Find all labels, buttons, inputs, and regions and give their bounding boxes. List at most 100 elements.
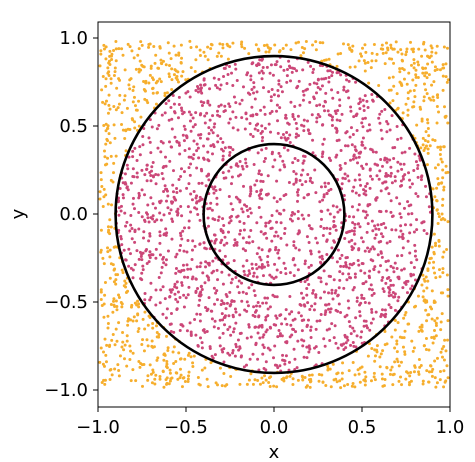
inside-point: [344, 90, 348, 94]
outside-point: [107, 103, 111, 107]
inside-point: [247, 241, 251, 245]
inside-point: [379, 128, 383, 132]
inside-point: [413, 254, 417, 258]
outside-point: [104, 142, 108, 146]
outside-point: [378, 355, 382, 359]
outside-point: [179, 43, 183, 47]
outside-point: [118, 78, 122, 82]
outside-point: [98, 197, 102, 201]
outside-point: [110, 338, 114, 342]
outside-point: [446, 294, 450, 298]
inside-point: [223, 146, 227, 150]
inside-point: [320, 77, 324, 81]
outside-point: [414, 304, 418, 308]
outside-point: [346, 382, 350, 386]
inside-point: [295, 190, 299, 194]
outside-point: [272, 384, 276, 388]
inside-point: [412, 230, 416, 234]
inside-point: [352, 232, 356, 236]
inside-point: [196, 84, 200, 88]
inside-point: [296, 217, 300, 221]
outside-point: [441, 203, 445, 207]
outside-point: [442, 145, 446, 149]
inside-point: [307, 213, 311, 217]
inside-point: [302, 124, 306, 128]
outside-point: [191, 361, 195, 365]
outside-point: [155, 358, 159, 362]
inside-point: [281, 132, 285, 136]
outside-point: [126, 127, 130, 131]
inside-point: [408, 178, 412, 182]
outside-point: [431, 138, 435, 142]
outside-point: [125, 364, 129, 368]
inside-point: [347, 306, 351, 310]
outside-point: [363, 69, 367, 73]
outside-point: [112, 74, 116, 78]
inside-point: [145, 163, 149, 167]
outside-point: [140, 43, 144, 47]
inside-point: [307, 241, 311, 245]
inside-point: [409, 287, 413, 291]
inside-point: [120, 243, 124, 247]
inside-point: [193, 317, 197, 321]
inside-point: [263, 296, 267, 300]
outside-point: [436, 145, 440, 149]
inside-point: [178, 231, 182, 235]
outside-point: [109, 154, 113, 158]
inside-point: [386, 173, 390, 177]
inside-point: [338, 104, 342, 108]
outside-point: [209, 47, 213, 51]
inside-point: [131, 276, 135, 280]
inside-point: [168, 288, 172, 292]
outside-point: [390, 335, 394, 339]
inside-point: [380, 255, 384, 259]
inside-point: [124, 182, 128, 186]
inside-point: [333, 291, 337, 295]
outside-point: [390, 57, 394, 61]
inside-point: [392, 156, 396, 160]
inside-point: [207, 126, 211, 130]
outside-point: [393, 346, 397, 350]
outside-point: [145, 338, 149, 342]
outside-point: [112, 104, 116, 108]
outside-point: [103, 163, 107, 167]
inside-point: [194, 111, 198, 115]
outside-point: [121, 53, 125, 57]
inside-point: [277, 248, 281, 252]
inside-point: [352, 261, 356, 265]
outside-point: [342, 42, 345, 46]
inside-point: [187, 147, 191, 151]
outside-point: [161, 59, 165, 63]
inside-point: [358, 314, 362, 318]
inside-point: [117, 206, 121, 210]
outside-point: [222, 371, 226, 375]
outside-point: [172, 362, 176, 366]
outside-point: [123, 357, 126, 361]
inside-point: [193, 206, 197, 210]
inside-point: [196, 344, 200, 348]
inside-point: [254, 123, 258, 127]
inside-point: [132, 175, 136, 179]
inside-point: [347, 240, 351, 244]
inside-point: [242, 365, 246, 369]
outside-point: [441, 267, 445, 271]
inside-point: [174, 271, 178, 275]
outside-point: [111, 310, 115, 314]
outside-point: [390, 365, 394, 369]
inside-point: [226, 261, 230, 265]
inside-point: [333, 240, 337, 244]
inside-point: [141, 251, 145, 255]
inside-point: [343, 333, 347, 337]
outside-point: [137, 124, 141, 128]
inside-point: [204, 247, 208, 251]
outside-point: [114, 299, 118, 303]
inside-point: [222, 302, 226, 306]
inside-point: [308, 82, 312, 86]
outside-point: [439, 148, 443, 152]
outside-point: [110, 373, 114, 377]
outside-point: [146, 101, 150, 105]
inside-point: [173, 110, 177, 114]
inside-point: [275, 200, 279, 204]
inside-point: [161, 141, 165, 145]
inside-point: [400, 151, 404, 155]
